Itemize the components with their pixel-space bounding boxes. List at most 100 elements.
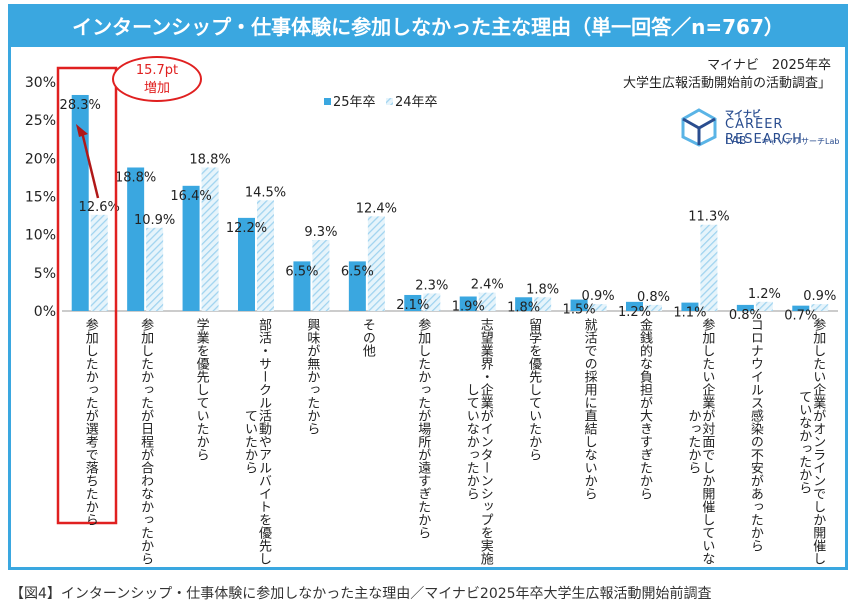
increase-callout: 15.7pt 増加: [112, 56, 202, 102]
data-label-25-2: 18.8%: [115, 170, 156, 185]
category-label-line: 興味が無かったから: [304, 318, 320, 435]
data-label-24-14: 0.9%: [803, 289, 836, 304]
bar-25-1: [71, 94, 89, 311]
callout-value: 15.7pt: [135, 63, 179, 78]
y-tick-label: 30%: [25, 75, 56, 91]
y-tick-label: 20%: [25, 151, 56, 167]
category-label-line: ていたから: [242, 409, 257, 474]
bar-25-10: [570, 299, 588, 311]
bar-24-4: [257, 200, 274, 311]
cube-logo-icon: [681, 108, 717, 147]
category-label-8: 志望業界・企業がインターンシップを実施 していなかったから: [462, 318, 494, 565]
category-label-11: 金銭的な負担が大きすぎたから: [636, 318, 652, 500]
data-label-25-11: 1.2%: [618, 305, 651, 320]
data-labels: 28.3% 12.6% 18.8% 10.9% 16.4% 18.8% 12.2% 14.5%…: [60, 98, 837, 324]
category-label-line: 学業を優先していたから: [193, 318, 209, 461]
data-label-25-6: 6.5%: [341, 264, 374, 279]
bar-25-9: [515, 297, 533, 311]
data-label-24-8: 2.4%: [471, 278, 504, 293]
category-label-line: 就活での採用に直結しないから: [581, 318, 597, 500]
data-label-25-1: 28.3%: [60, 98, 101, 113]
source-note: マイナビ 2025年卒 大学生広報活動開始前の活動調査」: [623, 57, 831, 93]
bar-24-13: [755, 301, 773, 311]
data-label-25-10: 1.5%: [563, 303, 596, 318]
data-label-24-10: 0.9%: [582, 289, 615, 304]
data-label-24-2: 10.9%: [134, 213, 175, 228]
category-label-10: 就活での採用に直結しないから: [581, 318, 597, 500]
highlight-arrow: [80, 131, 100, 199]
category-label-line: かったから: [685, 409, 701, 474]
legend-label-24: 24年卒: [395, 95, 438, 110]
logo-sub-jp: キャリアリサーチLab: [761, 137, 840, 146]
legend: 25年卒 24年卒: [324, 95, 438, 110]
y-tick-label: 5%: [34, 266, 56, 282]
data-label-24-1: 12.6%: [79, 200, 120, 215]
category-label-4: 部活・サークル活動やアルバイトを優先し ていたから: [240, 318, 272, 565]
category-label-line: その他: [359, 318, 375, 357]
category-label-line: 参加したかったが日程が合わなかったから: [138, 318, 154, 565]
bar-25-7: [404, 294, 422, 311]
category-label-5: 興味が無かったから: [303, 318, 319, 435]
data-label-25-7: 2.1%: [396, 298, 429, 313]
data-label-25-13: 0.8%: [729, 308, 762, 323]
category-label-line: 志望業界・企業がインターンシップを実施: [477, 318, 493, 565]
category-label-line: 参加したい企業が対面でしか開催していな: [699, 318, 715, 565]
category-label-line: 参加したかったが場所が遠すぎたから: [415, 318, 431, 539]
data-label-24-3: 18.8%: [189, 152, 230, 167]
category-label-7: 参加したかったが場所が遠すぎたから: [414, 318, 430, 539]
data-label-25-5: 6.5%: [285, 264, 318, 279]
career-research-lab-logo: マイナビ CAREER RESEARCH LAB キャリアリサーチLab: [679, 107, 849, 149]
category-label-line: していなかったから: [463, 383, 479, 500]
data-label-25-3: 16.4%: [170, 189, 211, 204]
data-label-25-4: 12.2%: [226, 221, 267, 236]
data-label-25-8: 1.9%: [452, 299, 485, 314]
figure-caption: 【図4】インターンシップ・仕事体験に参加しなかった主な理由／マイナビ2025年卒…: [10, 586, 712, 602]
bar-24-9: [534, 297, 552, 311]
bar-24-5: [312, 240, 330, 311]
bars: [71, 94, 829, 311]
category-label-14: 参加したい企業がオンラインでしか開催し ていなかったから: [794, 318, 826, 565]
data-label-24-11: 0.8%: [637, 290, 670, 305]
data-label-25-14: 0.7%: [784, 309, 817, 324]
category-label-6: その他: [359, 318, 375, 357]
logo-main: CAREER RESEARCH: [725, 117, 803, 147]
bar-25-11: [626, 301, 643, 311]
data-label-24-12: 11.3%: [688, 210, 729, 225]
category-label-9: 留学を優先していたから: [525, 318, 541, 461]
arrow-head-icon: [76, 124, 88, 137]
data-label-24-4: 14.5%: [245, 185, 286, 200]
bar-25-4: [238, 217, 255, 311]
category-label-line: 留学を優先していたから: [526, 318, 542, 461]
bar-25-2: [127, 167, 145, 311]
category-label-line: 部活・サークル活動やアルバイトを優先し: [256, 318, 271, 565]
category-label-line: 金銭的な負担が大きすぎたから: [637, 318, 652, 500]
bar-24-14: [811, 304, 829, 311]
chart-title: インターンシップ・仕事体験に参加しなかった主な理由（単一回答／n=767）: [11, 7, 845, 47]
category-label-3: 学業を優先していたから: [193, 318, 209, 461]
legend-swatch-24: [386, 98, 393, 105]
data-label-25-9: 1.8%: [507, 300, 540, 315]
bar-24-11: [645, 304, 662, 311]
category-label-line: ていなかったから: [796, 389, 812, 494]
source-line-1: マイナビ 2025年卒: [707, 58, 831, 73]
bar-24-10: [589, 304, 607, 311]
bar-25-12: [681, 302, 699, 311]
source-line-2: 大学生広報活動開始前の活動調査」: [622, 76, 831, 91]
y-tick-label: 10%: [25, 228, 56, 244]
legend-swatch-25: [324, 98, 331, 105]
data-label-24-6: 12.4%: [356, 201, 397, 216]
data-label-24-5: 9.3%: [304, 225, 337, 240]
data-label-25-12: 1.1%: [673, 306, 706, 321]
logo-brand: マイナビ: [725, 110, 761, 120]
y-tick-label: 15%: [25, 190, 56, 206]
legend-label-25: 25年卒: [333, 95, 376, 110]
data-label-24-13: 1.2%: [748, 287, 781, 302]
bar-25-8: [459, 296, 477, 311]
bar-24-2: [146, 227, 164, 311]
bar-24-6: [367, 216, 385, 311]
bar-24-12: [700, 224, 718, 311]
callout-text: 増加: [143, 81, 170, 96]
bar-25-5: [293, 261, 311, 311]
category-label-1: 参加したかったが選考で落ちたから: [82, 318, 98, 526]
bar-chart: 0% 5% 10% 15% 20% 25% 30% 28.3% 12.6% 18.8% 10.9%…: [25, 66, 838, 525]
